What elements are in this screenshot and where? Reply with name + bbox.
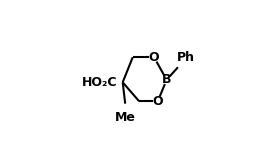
Text: Ph: Ph (176, 51, 195, 64)
Text: O: O (153, 95, 163, 108)
Text: B: B (162, 73, 171, 86)
Text: HO₂C: HO₂C (82, 76, 118, 89)
Text: O: O (149, 51, 159, 64)
Text: Me: Me (115, 111, 136, 124)
